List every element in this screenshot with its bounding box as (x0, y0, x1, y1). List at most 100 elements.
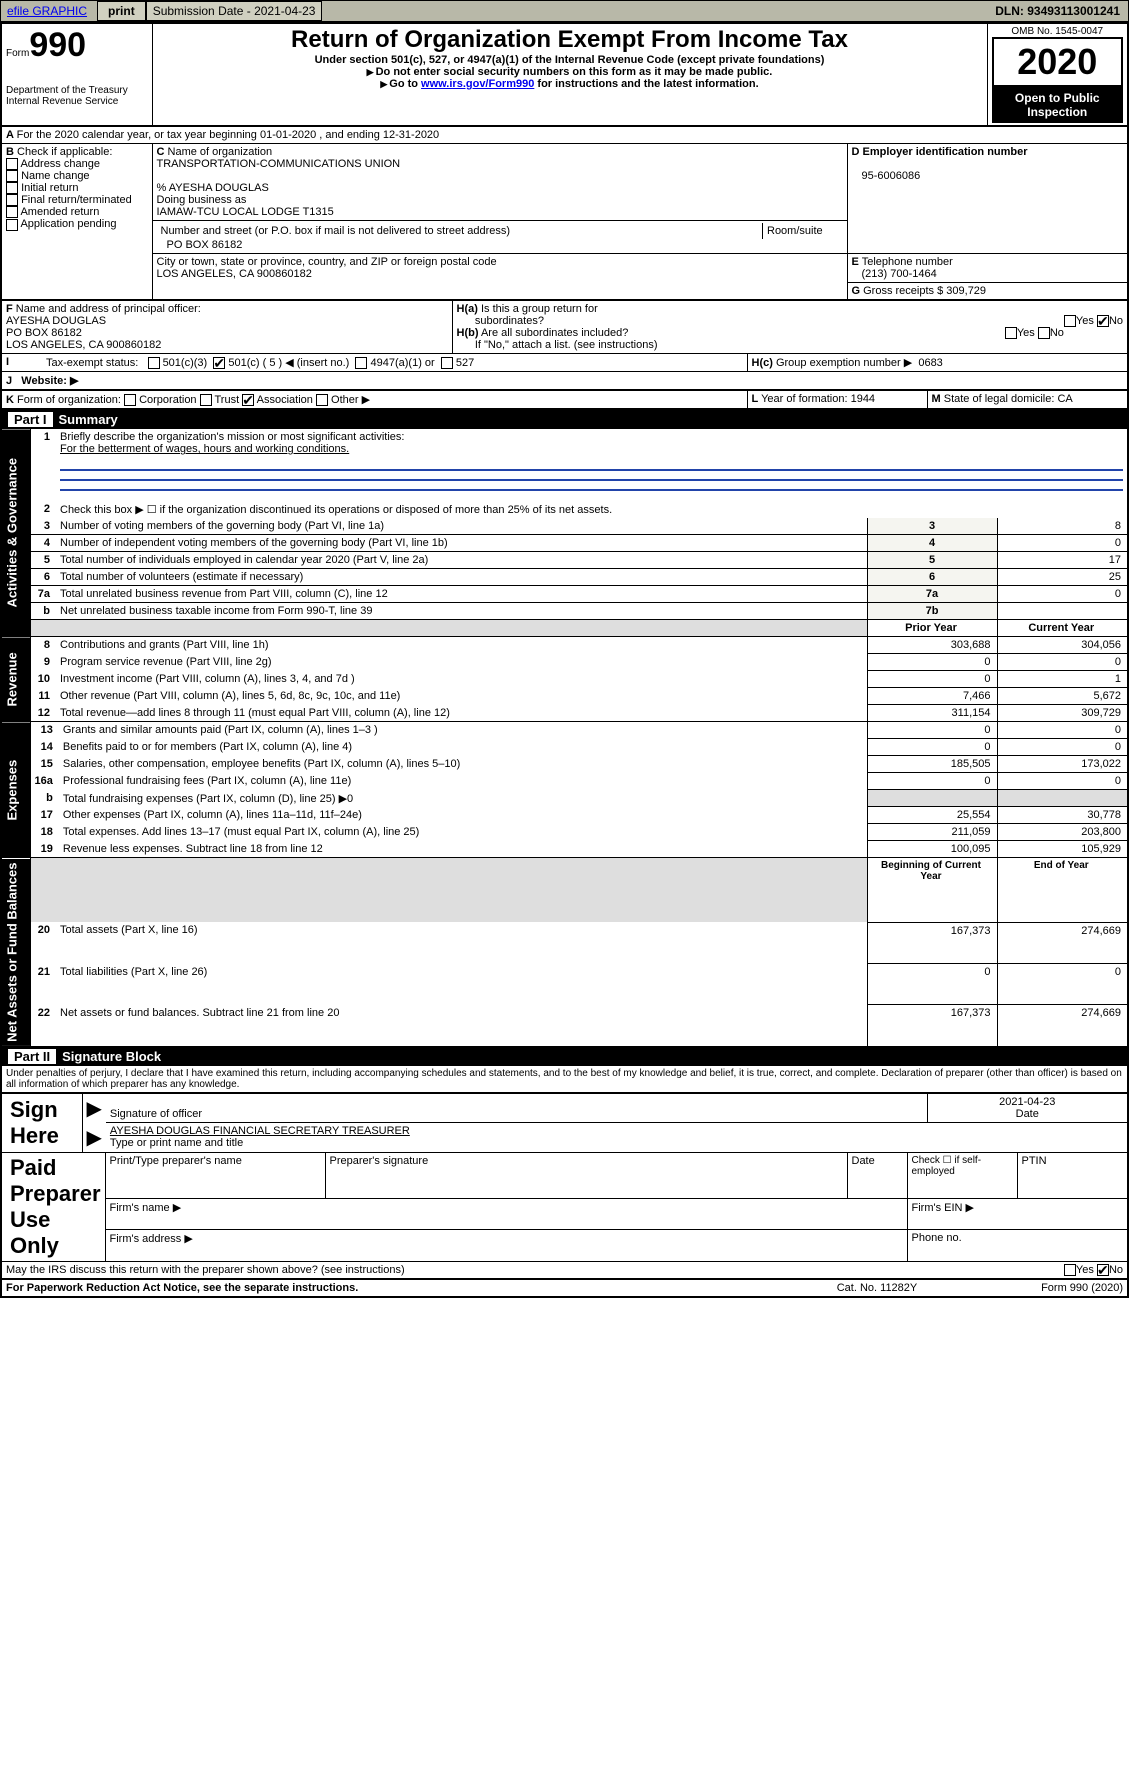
sig-date-lbl: Date (1016, 1108, 1039, 1120)
period-line: For the 2020 calendar year, or tax year … (17, 129, 440, 141)
summary-rev: Revenue 8Contributions and grants (Part … (2, 637, 1127, 722)
hb-note: If "No," attach a list. (see instruction… (475, 339, 658, 351)
h-end: End of Year (997, 858, 1127, 922)
form-container: Form990 Department of the Treasury Inter… (0, 22, 1129, 1298)
d-yes: Yes (1076, 1264, 1094, 1276)
b-opt-0: Address change (20, 158, 100, 170)
m-val: CA (1057, 393, 1072, 405)
c-city: LOS ANGELES, CA 900860182 (157, 268, 312, 280)
goto-prefix: Go to (380, 78, 421, 90)
n21: Total liabilities (Part X, line 26) (56, 964, 867, 1005)
c-dba: IAMAW-TCU LOCAL LODGE T1315 (157, 206, 334, 218)
dln: DLN: 93493113001241 (987, 2, 1128, 20)
tax-year: 2020 (1017, 41, 1097, 82)
f-addr2: LOS ANGELES, CA 900860182 (6, 339, 161, 351)
goto-link[interactable]: www.irs.gov/Form990 (421, 78, 534, 90)
form-number: 990 (29, 26, 86, 64)
pra-notice: For Paperwork Reduction Act Notice, see … (2, 1280, 777, 1296)
d-lbl: Employer identification number (863, 146, 1028, 158)
part1-header: Part ISummary (2, 410, 1127, 429)
side-gov: Activities & Governance (2, 429, 30, 637)
n20: Total assets (Part X, line 16) (56, 922, 867, 963)
efile-link[interactable]: efile GRAPHIC (1, 2, 93, 20)
pp-name: Print/Type preparer's name (105, 1153, 325, 1199)
cat-no: Cat. No. 11282Y (777, 1280, 977, 1296)
b-label: Check if applicable: (17, 146, 112, 158)
l6: Total number of volunteers (estimate if … (56, 569, 867, 586)
l7b-val (997, 603, 1127, 620)
goto-suffix: for instructions and the latest informat… (534, 78, 758, 90)
pp-sig: Preparer's signature (325, 1153, 847, 1199)
l7b: Net unrelated business taxable income fr… (56, 603, 867, 620)
pp-check: Check ☐ if self-employed (907, 1153, 1017, 1199)
k-corp: Corporation (139, 394, 196, 406)
pp-ptin: PTIN (1017, 1153, 1127, 1199)
c-dba-lbl: Doing business as (157, 194, 247, 206)
no-ssn: Do not enter social security numbers on … (157, 66, 983, 78)
l3: Number of voting members of the governin… (56, 518, 867, 535)
c-addr: PO BOX 86182 (157, 239, 243, 251)
sign-label: Sign Here (2, 1093, 82, 1153)
d-no: No (1109, 1264, 1123, 1276)
l3-val: 8 (997, 518, 1127, 535)
j-lbl: Website: ▶ (21, 375, 78, 387)
l1a: Briefly describe the organization's miss… (60, 431, 404, 443)
b-opt-5: Application pending (20, 218, 116, 230)
l2: Check this box ▶ ☐ if the organization d… (56, 501, 1127, 518)
firm-addr: Firm's address ▶ (105, 1230, 907, 1261)
side-exp: Expenses (2, 722, 30, 858)
i-527: 527 (456, 357, 474, 369)
f-addr1: PO BOX 86182 (6, 327, 82, 339)
e-lbl: Telephone number (862, 256, 953, 268)
inspection: Inspection (1027, 105, 1087, 119)
g-lbl: Gross receipts $ (863, 285, 943, 297)
print-btn[interactable]: print (97, 1, 146, 21)
typed-name: AYESHA DOUGLAS FINANCIAL SECRETARY TREAS… (110, 1125, 410, 1137)
e18: Total expenses. Add lines 13–17 (must eq… (59, 824, 867, 841)
open-public: Open to Public (1015, 91, 1100, 105)
e15: Salaries, other compensation, employee b… (59, 756, 867, 773)
l5-val: 17 (997, 552, 1127, 569)
return-title: Return of Organization Exempt From Incom… (157, 26, 983, 54)
submission-date: Submission Date - 2021-04-23 (146, 1, 323, 21)
sign-here: Sign Here ▶ Signature of officer 2021-04… (2, 1092, 1127, 1153)
hc-val: 0683 (918, 357, 942, 369)
side-net: Net Assets or Fund Balances (2, 858, 30, 1046)
e-phone: (213) 700-1464 (852, 268, 937, 280)
hb-no: No (1050, 327, 1064, 339)
e13: Grants and similar amounts paid (Part IX… (59, 722, 867, 739)
c-name: TRANSPORTATION-COMMUNICATIONS UNION (157, 158, 401, 170)
hc: Group exemption number ▶ (776, 357, 912, 369)
paid-preparer: Paid Preparer Use Only Print/Type prepar… (2, 1153, 1127, 1262)
r11: Other revenue (Part VIII, column (A), li… (56, 688, 867, 705)
k-other: Other ▶ (331, 394, 370, 406)
discuss: May the IRS discuss this return with the… (2, 1262, 977, 1279)
part2-header: Part IISignature Block (2, 1047, 1127, 1066)
l-val: 1944 (851, 393, 875, 405)
h-curr: Current Year (997, 620, 1127, 637)
k-assoc: Association (257, 394, 313, 406)
form-footer: Form 990 (2020) (977, 1280, 1127, 1296)
ha2: subordinates? (475, 315, 544, 327)
summary-exp: Expenses 13Grants and similar amounts pa… (2, 722, 1127, 858)
side-rev: Revenue (2, 637, 30, 722)
e16b: Total fundraising expenses (Part IX, col… (59, 790, 867, 807)
c-name-lbl: Name of organization (168, 146, 273, 158)
firm-name: Firm's name ▶ (105, 1199, 907, 1230)
l-lbl: Year of formation: (761, 393, 847, 405)
under-section: Under section 501(c), 527, or 4947(a)(1)… (157, 54, 983, 66)
e14: Benefits paid to or for members (Part IX… (59, 739, 867, 756)
b-opt-3: Final return/terminated (21, 194, 132, 206)
ha-yes: Yes (1076, 315, 1094, 327)
r10: Investment income (Part VIII, column (A)… (56, 671, 867, 688)
l4: Number of independent voting members of … (56, 535, 867, 552)
b-opt-4: Amended return (20, 206, 99, 218)
hb-yes: Yes (1017, 327, 1035, 339)
sig-officer: Signature of officer (110, 1108, 202, 1120)
i-c: 501(c) ( 5 ) ◀ (insert no.) (228, 357, 349, 369)
ha: Is this a group return for (481, 303, 598, 315)
form-word: Form (6, 48, 29, 59)
n22: Net assets or fund balances. Subtract li… (56, 1005, 867, 1046)
c-city-lbl: City or town, state or province, country… (157, 256, 497, 268)
d-ein: 95-6006086 (852, 170, 921, 182)
